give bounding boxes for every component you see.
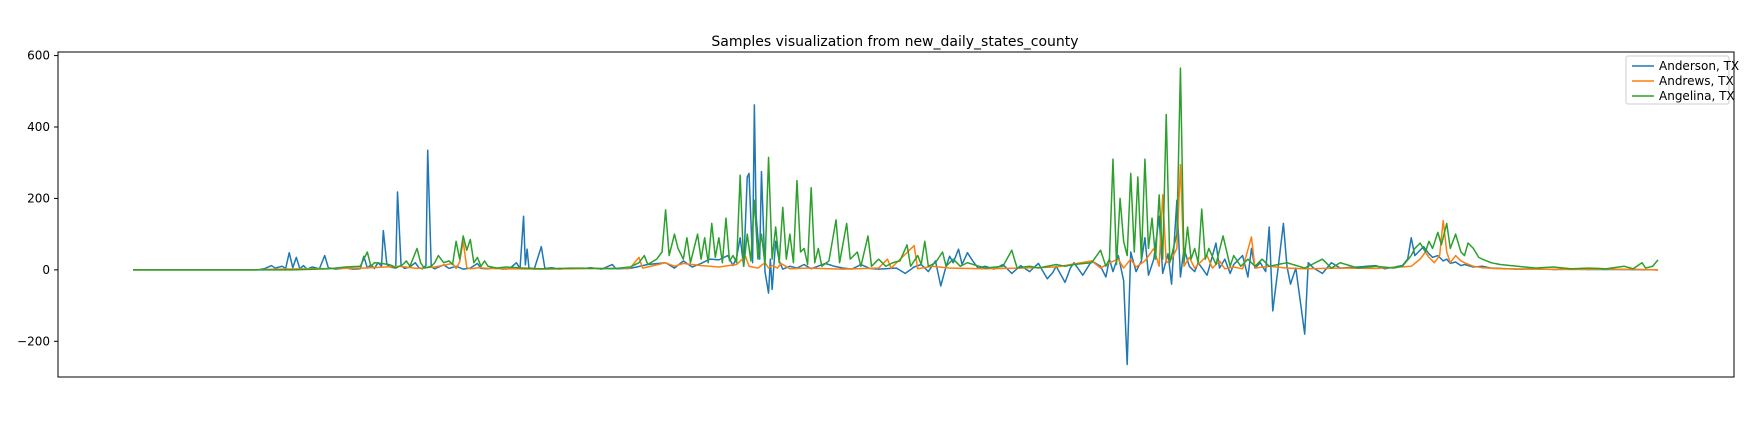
y-tick-label: 0 [42,263,50,277]
y-tick-label: −200 [17,334,50,348]
legend-label: Anderson, TX [1659,59,1739,73]
chart-title: Samples visualization from new_daily_sta… [711,34,1078,50]
y-tick-label: 200 [27,191,50,205]
plot-frame [57,51,1735,378]
series-line-2 [133,163,1659,271]
y-tick-label: 400 [27,120,50,134]
legend-label: Andrews, TX [1659,74,1734,88]
y-tick-label: 600 [27,49,50,63]
series-layer [133,67,1659,366]
legend-label: Angelina, TX [1659,89,1735,103]
series-line-1 [133,104,1659,366]
series-line-3 [133,67,1659,271]
legend-box [1625,55,1730,105]
y-axis: −200 0 200 400 600 [17,49,58,348]
